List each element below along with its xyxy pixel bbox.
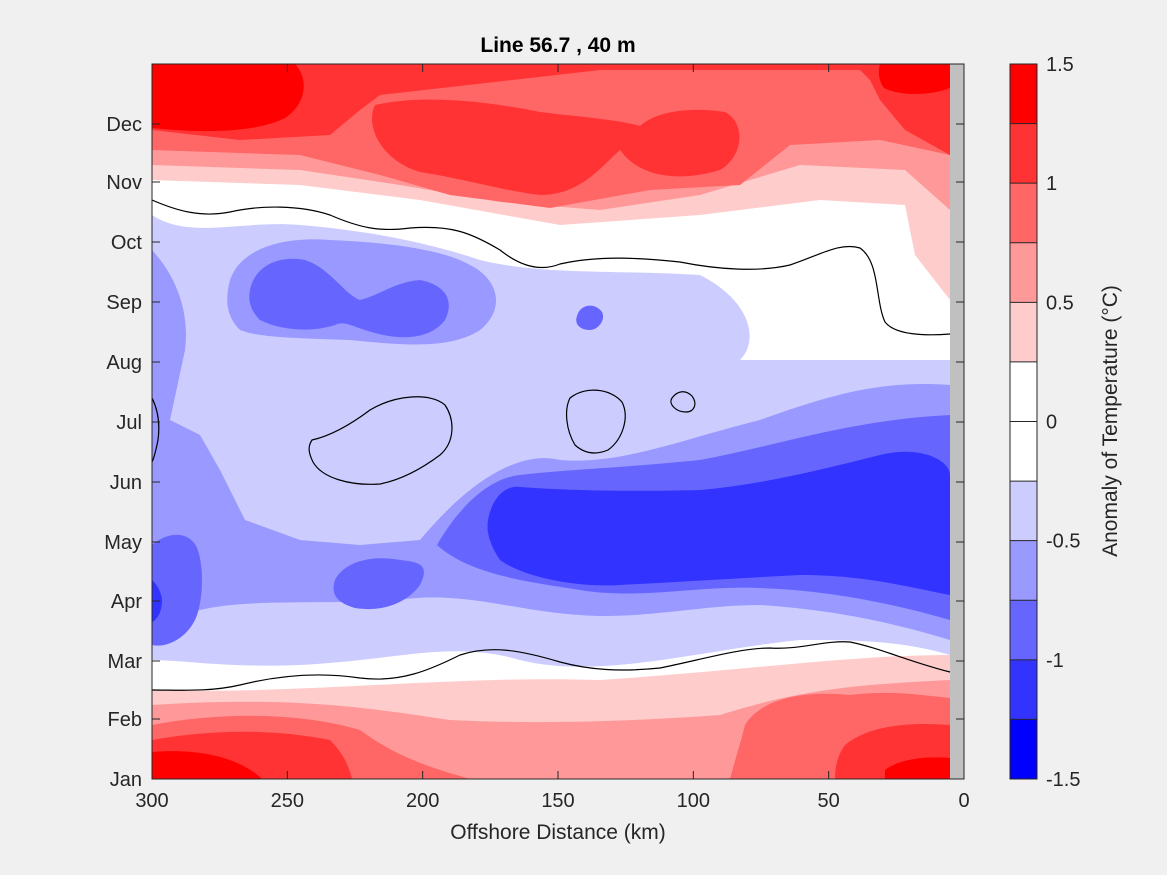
contour-region bbox=[885, 757, 950, 779]
contour-region bbox=[152, 534, 203, 646]
contour-region bbox=[249, 258, 449, 338]
chart-title: Line 56.7 , 40 m bbox=[480, 34, 635, 57]
contour-region bbox=[152, 751, 262, 779]
colorbar-swatch bbox=[1010, 64, 1037, 125]
y-tick-label: May bbox=[104, 532, 142, 554]
colorbar-label: Anomaly of Temperature (°C) bbox=[1099, 285, 1122, 557]
x-tick-label: 250 bbox=[271, 790, 304, 812]
x-axis: 300 250 200 150 100 50 0 bbox=[135, 64, 970, 812]
contour-region bbox=[878, 64, 950, 94]
x-tick-label: 300 bbox=[135, 790, 168, 812]
contour-region bbox=[487, 451, 950, 595]
colorbar-swatch bbox=[1010, 242, 1037, 303]
x-tick-label: 50 bbox=[818, 790, 840, 812]
y-tick-label: Jun bbox=[110, 472, 142, 494]
colorbar-swatch bbox=[1010, 421, 1037, 482]
zero-contour-line bbox=[152, 641, 951, 691]
contour-region bbox=[152, 64, 304, 132]
colorbar-swatch bbox=[1010, 361, 1037, 422]
contour-region bbox=[152, 64, 950, 155]
colorbar-swatch bbox=[1010, 123, 1037, 184]
colorbar-tick-label: 0 bbox=[1046, 412, 1057, 434]
colorbar-frame bbox=[1009, 63, 1038, 780]
contour-region bbox=[333, 558, 424, 610]
y-axis: Jan Feb Mar Apr May Jun Jul Aug Sep Oct Nov Dec bbox=[104, 114, 964, 791]
colorbar-tick-label: 1.5 bbox=[1046, 54, 1074, 76]
colorbar-tick-label: -0.5 bbox=[1046, 531, 1080, 553]
colorbar-swatch bbox=[1010, 302, 1037, 363]
colorbar: 1.5 1 0.5 0 -0.5 -1 -1.5 bbox=[1009, 54, 1080, 791]
x-tick-label: 100 bbox=[677, 790, 710, 812]
colorbar-tick-label: -1.5 bbox=[1046, 769, 1080, 791]
zero-contour-line bbox=[308, 396, 453, 485]
y-tick-label: Jul bbox=[116, 412, 142, 434]
colorbar-tick-label: -1 bbox=[1046, 650, 1064, 672]
x-tick-label: 200 bbox=[406, 790, 439, 812]
y-tick-label: Apr bbox=[111, 591, 142, 613]
y-tick-label: Mar bbox=[108, 651, 143, 673]
y-tick-label: Sep bbox=[106, 292, 142, 314]
contour-region bbox=[372, 99, 740, 195]
x-tick-label: 0 bbox=[958, 790, 969, 812]
contour-fills bbox=[152, 64, 950, 779]
x-axis-label: Offshore Distance (km) bbox=[450, 821, 666, 844]
colorbar-swatch bbox=[1010, 481, 1037, 542]
zero-contour-lines bbox=[152, 199, 951, 691]
colorbar-swatch bbox=[1010, 183, 1037, 244]
zero-contour-line bbox=[152, 397, 160, 463]
y-tick-label: Nov bbox=[106, 172, 142, 194]
colorbar-tick-label: 0.5 bbox=[1046, 292, 1074, 314]
colorbar-swatch bbox=[1010, 540, 1037, 601]
zero-contour-line bbox=[152, 199, 951, 336]
y-tick-label: Aug bbox=[106, 352, 142, 374]
x-tick-label: 150 bbox=[541, 790, 574, 812]
zero-contour-line bbox=[670, 391, 696, 413]
y-tick-label: Jan bbox=[110, 769, 142, 791]
contour-region bbox=[576, 305, 604, 330]
y-tick-label: Dec bbox=[106, 114, 142, 136]
zero-contour-line bbox=[565, 389, 626, 454]
colorbar-swatch bbox=[1010, 600, 1037, 661]
plot-area bbox=[151, 63, 965, 780]
y-tick-label: Oct bbox=[111, 232, 143, 254]
colorbar-tick-label: 1 bbox=[1046, 173, 1057, 195]
colorbar-swatch bbox=[1010, 719, 1037, 780]
y-tick-label: Feb bbox=[108, 709, 142, 731]
colorbar-swatch bbox=[1010, 659, 1037, 720]
